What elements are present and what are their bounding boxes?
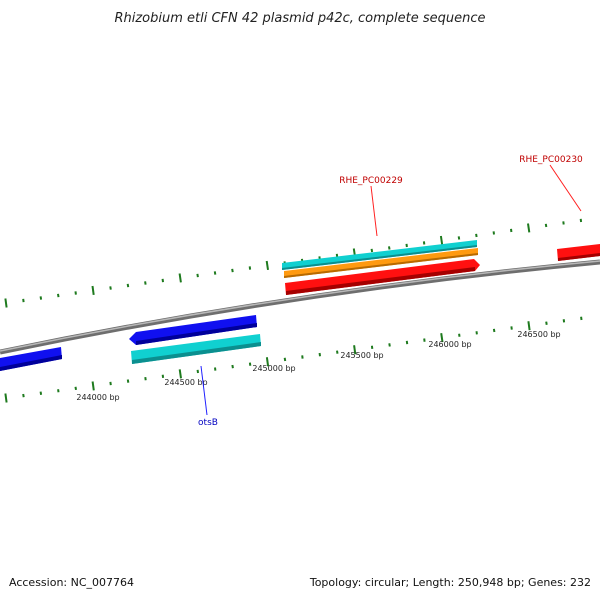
upper-minor-tick <box>213 271 217 275</box>
upper-minor-tick <box>126 283 130 288</box>
lower-major-tick <box>4 393 8 403</box>
scale-label-246500: 246500 bp <box>517 330 560 339</box>
feature-blue-left[interactable] <box>0 347 62 371</box>
scale-label-246000: 246000 bp <box>428 340 471 349</box>
upper-minor-tick <box>144 281 147 285</box>
upper-minor-tick <box>196 273 199 278</box>
scale-label-245500: 245500 bp <box>340 351 383 360</box>
summary-text: Topology: circular; Length: 250,948 bp; … <box>309 576 591 589</box>
lower-minor-tick <box>126 379 130 383</box>
scale-label-245000: 245000 bp <box>252 364 295 373</box>
feature-rhe-pc00229[interactable] <box>285 259 480 295</box>
accession-text: Accession: NC_007764 <box>9 576 134 589</box>
upper-major-tick <box>178 273 182 283</box>
upper-minor-tick <box>370 248 374 253</box>
lower-minor-tick <box>231 364 234 369</box>
map-title: Rhizobium etli CFN 42 plasmid p42c, comp… <box>114 11 485 26</box>
upper-minor-tick <box>388 246 391 250</box>
upper-major-tick <box>439 235 444 246</box>
lower-major-tick <box>178 369 182 379</box>
upper-major-tick <box>91 285 95 296</box>
upper-minor-tick <box>544 223 548 228</box>
lower-minor-tick <box>74 386 77 391</box>
feature-otsb[interactable] <box>131 334 261 364</box>
scale-label-244000: 244000 bp <box>76 393 119 402</box>
upper-minor-tick <box>57 293 60 298</box>
lower-minor-tick <box>22 393 25 398</box>
feature-cyan-upper[interactable] <box>282 240 477 270</box>
lower-tick-track <box>4 316 583 403</box>
lower-major-tick <box>265 357 270 367</box>
gene-label-otsb[interactable]: otsB <box>198 418 218 428</box>
upper-major-tick <box>527 223 531 233</box>
lower-minor-tick <box>39 391 43 395</box>
upper-major-tick <box>4 298 8 308</box>
upper-minor-tick <box>457 236 461 240</box>
lower-minor-tick <box>336 350 339 354</box>
scale-label-244500: 244500 bp <box>164 378 207 387</box>
gene-label-rhe-pc00230[interactable]: RHE_PC00230 <box>519 155 583 165</box>
upper-tick-track <box>4 218 583 308</box>
lower-minor-tick <box>545 321 548 325</box>
feature-rhe-pc00230[interactable] <box>557 244 600 261</box>
lower-minor-tick <box>388 343 391 347</box>
feature-orange-upper[interactable] <box>284 248 478 278</box>
upper-minor-tick <box>475 233 478 238</box>
plasmid-backbone <box>0 259 600 355</box>
lower-major-tick <box>91 381 95 391</box>
lower-major-tick <box>353 345 357 355</box>
lower-minor-tick <box>283 357 287 362</box>
feature-blue-middle[interactable] <box>129 315 257 345</box>
gene-labels: RHE_PC00229 RHE_PC00230 otsB <box>198 155 583 428</box>
gene-label-rhe-pc00229[interactable]: RHE_PC00229 <box>339 176 403 186</box>
upper-minor-tick <box>109 286 112 290</box>
scale-labels: 244000 bp 244500 bp 245000 bp 245500 bp … <box>76 330 560 402</box>
upper-minor-tick <box>39 296 43 300</box>
upper-major-tick <box>265 260 269 271</box>
lower-major-tick <box>440 333 444 343</box>
lower-major-tick <box>527 321 531 331</box>
lower-minor-tick <box>492 328 496 333</box>
upper-minor-tick <box>231 268 234 273</box>
